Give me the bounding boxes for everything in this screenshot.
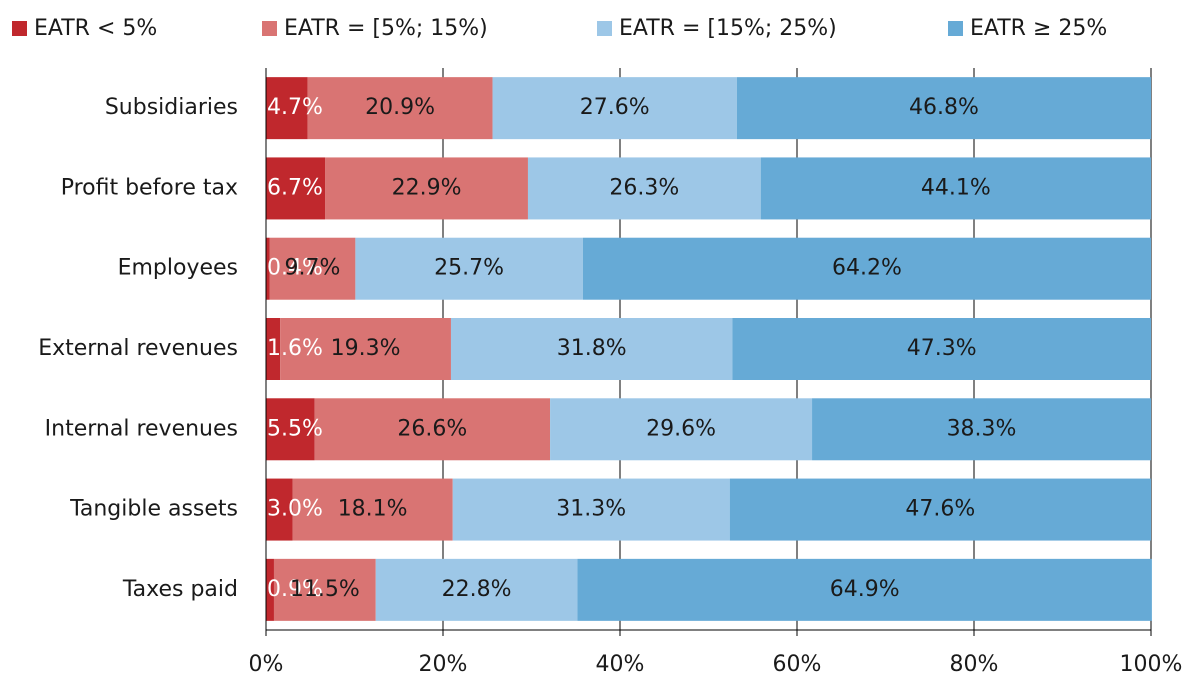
y-tick-label: Tangible assets	[69, 497, 238, 522]
bar-segment	[355, 237, 583, 300]
data-label: 29.6%	[646, 416, 716, 441]
data-label: 9.7%	[285, 256, 341, 281]
x-tick-label: 40%	[596, 652, 645, 677]
bar-segment	[292, 478, 453, 541]
bar-segment	[266, 558, 274, 621]
bar-segment	[375, 558, 578, 621]
x-tick-label: 0%	[249, 652, 284, 677]
bar-segment	[266, 77, 308, 140]
data-label: 5.5%	[267, 416, 323, 441]
data-label: 31.3%	[556, 497, 626, 522]
bar-segment	[266, 157, 326, 220]
y-tick-label: Taxes paid	[122, 577, 238, 602]
bar-segment	[736, 77, 1151, 140]
legend-label: EATR = [5%; 15%)	[284, 16, 488, 41]
bar-segment	[325, 157, 528, 220]
data-label: 18.1%	[338, 497, 408, 522]
data-label: 38.3%	[947, 416, 1017, 441]
bar-segment	[307, 77, 493, 140]
data-label: 26.6%	[397, 416, 467, 441]
legend-swatch	[12, 21, 27, 36]
data-label: 3.0%	[267, 497, 323, 522]
y-tick-label: External revenues	[38, 336, 238, 361]
legend-label: EATR < 5%	[34, 16, 157, 41]
data-label: 0.4%	[267, 256, 323, 281]
data-label: 6.7%	[267, 175, 323, 200]
bar-segment	[266, 237, 270, 300]
bar-segment	[582, 237, 1151, 300]
data-label: 31.8%	[557, 336, 627, 361]
legend-label: EATR ≥ 25%	[970, 16, 1107, 41]
legend-label: EATR = [15%; 25%)	[619, 16, 837, 41]
bar-segment	[266, 398, 315, 461]
bar-segment	[492, 77, 737, 140]
bar-segment	[450, 318, 733, 380]
bar-segment	[732, 318, 1151, 380]
legend-swatch	[262, 21, 277, 36]
data-label: 20.9%	[365, 95, 435, 120]
bar-segment	[550, 398, 813, 461]
y-tick-label: Profit before tax	[61, 175, 238, 200]
data-label: 46.8%	[909, 95, 979, 120]
bar-segment	[760, 157, 1151, 220]
legend-swatch	[597, 21, 612, 36]
bar-segment	[266, 318, 281, 380]
bar-segment	[266, 478, 293, 541]
data-label: 4.7%	[267, 95, 323, 120]
bar-segment	[527, 157, 761, 220]
data-label: 1.6%	[267, 336, 323, 361]
bar-segment	[314, 398, 551, 461]
bar-segment	[280, 318, 451, 380]
y-tick-label: Internal revenues	[45, 416, 238, 441]
y-tick-label: Employees	[118, 256, 238, 281]
bar-segment	[812, 398, 1151, 461]
bar-segment	[729, 478, 1151, 541]
data-label: 44.1%	[921, 175, 991, 200]
data-label: 11.5%	[290, 577, 360, 602]
data-label: 19.3%	[331, 336, 401, 361]
data-label: 25.7%	[434, 256, 504, 281]
legend-swatch	[948, 21, 963, 36]
x-tick-label: 100%	[1120, 652, 1183, 677]
data-label: 64.9%	[830, 577, 900, 602]
x-tick-label: 60%	[773, 652, 822, 677]
data-label: 0.9%	[267, 577, 323, 602]
data-label: 26.3%	[609, 175, 679, 200]
data-label: 22.9%	[392, 175, 462, 200]
data-label: 64.2%	[832, 256, 902, 281]
bar-segment	[452, 478, 730, 541]
x-tick-label: 20%	[419, 652, 468, 677]
data-label: 47.6%	[905, 497, 975, 522]
bar-segment	[273, 558, 376, 621]
data-label: 22.8%	[442, 577, 512, 602]
y-tick-label: Subsidiaries	[105, 95, 238, 120]
data-label: 47.3%	[907, 336, 977, 361]
bar-segment	[269, 237, 356, 300]
data-label: 27.6%	[580, 95, 650, 120]
x-tick-label: 80%	[950, 652, 999, 677]
bar-segment	[577, 558, 1152, 621]
